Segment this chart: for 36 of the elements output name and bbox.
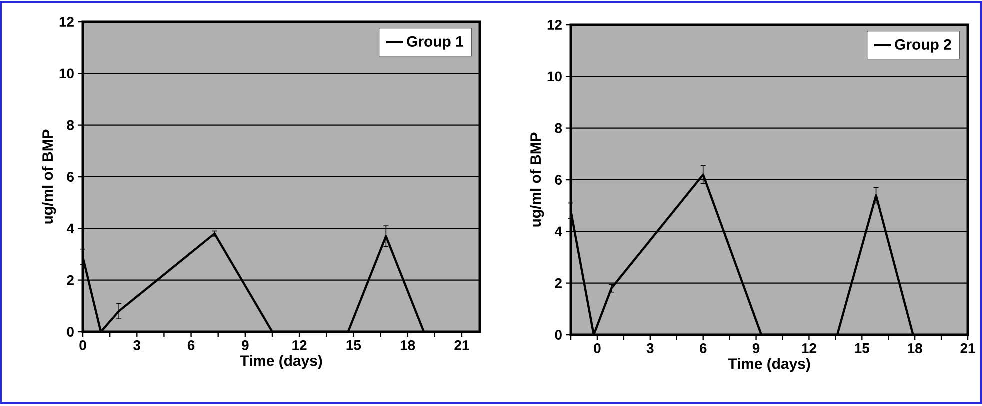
y-tick-label: 0: [555, 330, 562, 340]
y-axis-title: ug/ml of BMP: [42, 130, 56, 224]
x-tick-label: 9: [752, 344, 760, 354]
x-tick-label: 0: [594, 344, 601, 354]
y-tick-label: 6: [555, 175, 562, 185]
x-tick-label: 3: [134, 340, 141, 350]
y-tick-label: 6: [67, 172, 74, 182]
y-tick-label: 4: [554, 226, 562, 236]
y-tick-label: 12: [60, 17, 74, 27]
x-tick-label: 12: [292, 340, 307, 350]
x-tick-label: 18: [908, 344, 922, 354]
x-tick-label: 15: [855, 344, 870, 354]
y-tick-label: 8: [555, 123, 562, 134]
x-tick-label: 21: [454, 340, 470, 350]
x-tick-label: 0: [80, 340, 86, 350]
y-tick-label: 2: [67, 275, 74, 286]
x-tick-label: 6: [700, 344, 707, 354]
y-tick-label: 10: [60, 68, 74, 79]
x-tick-label: 18: [400, 340, 416, 350]
legend-label: Group 2: [895, 39, 952, 53]
x-tick-label: 15: [346, 340, 362, 350]
x-tick-label: 12: [802, 344, 816, 354]
x-tick-label: 3: [646, 344, 654, 354]
y-tick-label: 12: [548, 20, 562, 30]
y-axis-title: ug/ml of BMP: [530, 132, 544, 227]
x-axis-title: Time (days): [728, 358, 810, 372]
x-axis-title: Time (days): [240, 355, 322, 370]
x-tick-label: 6: [188, 340, 195, 350]
legend-label: Group 1: [407, 36, 464, 50]
y-tick-label: 0: [67, 327, 74, 337]
x-tick-label: 21: [960, 344, 976, 354]
x-tick-label: 9: [242, 340, 249, 350]
y-tick-label: 2: [555, 278, 562, 288]
y-tick-label: 4: [66, 224, 74, 234]
y-tick-label: 8: [67, 120, 74, 130]
y-tick-label: 10: [548, 72, 562, 82]
